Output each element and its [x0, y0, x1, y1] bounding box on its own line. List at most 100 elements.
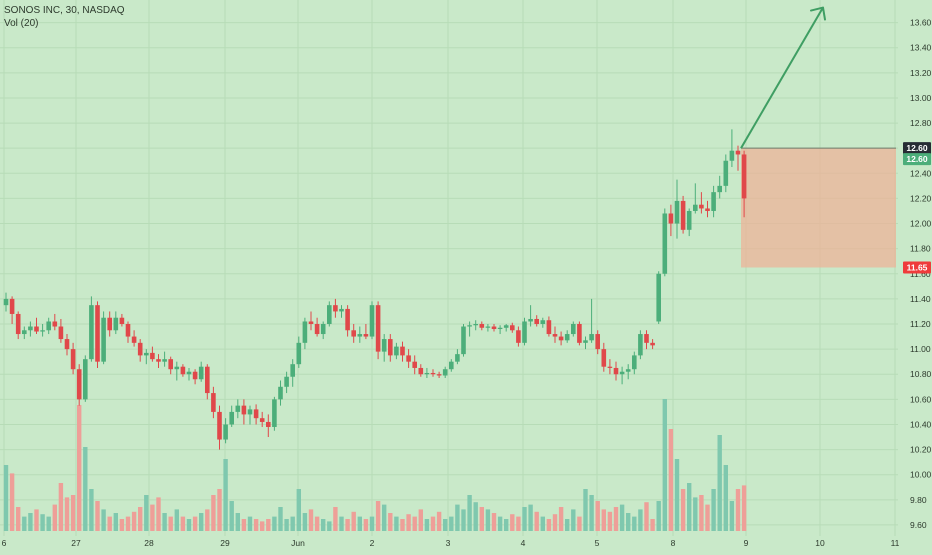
candle-body	[363, 334, 369, 337]
candle-body	[430, 372, 436, 375]
candle-body	[83, 359, 88, 400]
volume-bar	[253, 519, 259, 531]
candle-body	[76, 369, 82, 400]
volume-bar	[125, 516, 131, 531]
candle-body	[686, 210, 692, 230]
candle-body	[211, 393, 216, 412]
volume-bar	[345, 519, 350, 531]
candle-body	[467, 325, 472, 327]
volume-bar	[64, 497, 70, 531]
candle-body	[729, 150, 735, 161]
candle-body	[625, 369, 631, 372]
candle-body	[156, 359, 161, 362]
candle-body	[266, 421, 271, 427]
volume-bar	[278, 507, 283, 531]
volume-bar	[138, 507, 143, 531]
volume-bar	[534, 511, 539, 531]
candle-body	[192, 371, 198, 380]
volume-bar	[552, 514, 558, 531]
candle-body	[9, 298, 15, 314]
volume-bar	[528, 504, 533, 531]
volume-bar	[558, 507, 564, 531]
volume-bar	[199, 513, 204, 531]
volume-bar	[28, 513, 33, 531]
volume-bar	[436, 511, 442, 531]
candle-body	[174, 366, 180, 370]
candle-body	[717, 185, 722, 193]
candle-body	[705, 208, 710, 211]
volume-bar	[723, 465, 728, 531]
y-tick-label: 10.00	[910, 470, 932, 480]
volume-bar	[327, 521, 332, 531]
volume-bar	[40, 514, 45, 531]
candle-body	[278, 386, 283, 400]
price-badge-last: 12.60	[906, 154, 928, 164]
y-tick-label: 12.40	[910, 168, 932, 178]
volume-bar	[46, 516, 51, 531]
candle-body	[522, 321, 527, 343]
y-tick-label: 11.40	[910, 294, 931, 304]
volume-bar	[247, 516, 253, 531]
x-tick-label: 2	[370, 538, 375, 548]
candle-body	[259, 418, 265, 422]
candle-body	[247, 409, 253, 415]
candle-body	[741, 154, 747, 199]
volume-bar	[339, 516, 344, 531]
volume-bar	[577, 516, 582, 531]
candle-body	[302, 321, 308, 343]
volume-bar	[680, 489, 686, 531]
candle-body	[223, 424, 228, 440]
candle-body	[656, 273, 661, 322]
candle-body	[180, 366, 186, 375]
target-arrow-head	[810, 6, 826, 21]
volume-bar	[729, 501, 735, 531]
x-tick-label: 11	[891, 538, 900, 548]
candle-body	[455, 354, 460, 362]
x-tick-label: 4	[521, 538, 526, 548]
candle-body	[375, 305, 381, 352]
candle-body	[552, 334, 558, 337]
volume-bar	[284, 519, 289, 531]
volume-bar	[522, 507, 527, 531]
candle-body	[424, 372, 430, 375]
candle-body	[442, 369, 448, 376]
volume-bar	[479, 507, 484, 531]
candle-body	[144, 352, 149, 356]
volume-bar	[711, 489, 716, 531]
volume-bar	[699, 495, 704, 531]
x-tick-label: 3	[446, 538, 451, 548]
volume-bar	[424, 519, 430, 531]
y-tick-label: 10.80	[910, 369, 932, 379]
volume-bar	[375, 501, 381, 531]
candle-body	[58, 326, 64, 340]
y-tick-label: 12.80	[910, 118, 932, 128]
volume-bar	[89, 489, 94, 531]
volume-bar	[412, 516, 417, 531]
y-tick-label: 10.20	[910, 445, 932, 455]
candle-body	[479, 324, 485, 328]
candle-body	[253, 409, 259, 419]
candle-body	[290, 364, 295, 377]
chart-title: SONOS INC, 30, NASDAQ	[4, 5, 125, 16]
volume-bar	[656, 501, 661, 531]
price-badge-last-bg	[903, 153, 931, 166]
candle-body	[296, 342, 302, 365]
candle-body	[284, 376, 289, 387]
candle-body	[644, 334, 649, 343]
volume-bar	[595, 501, 600, 531]
candle-body	[34, 326, 39, 332]
volume-bar	[369, 516, 375, 531]
volume-bar	[449, 516, 454, 531]
y-tick-label: 11.60	[910, 269, 931, 279]
candle-body	[333, 305, 338, 312]
candle-body	[162, 359, 167, 362]
volume-bar	[235, 513, 240, 531]
candle-body	[125, 324, 131, 337]
volume-bar	[662, 399, 667, 531]
y-tick-label: 11.20	[910, 319, 931, 329]
candle-body	[699, 204, 704, 209]
volume-bar	[260, 521, 265, 531]
